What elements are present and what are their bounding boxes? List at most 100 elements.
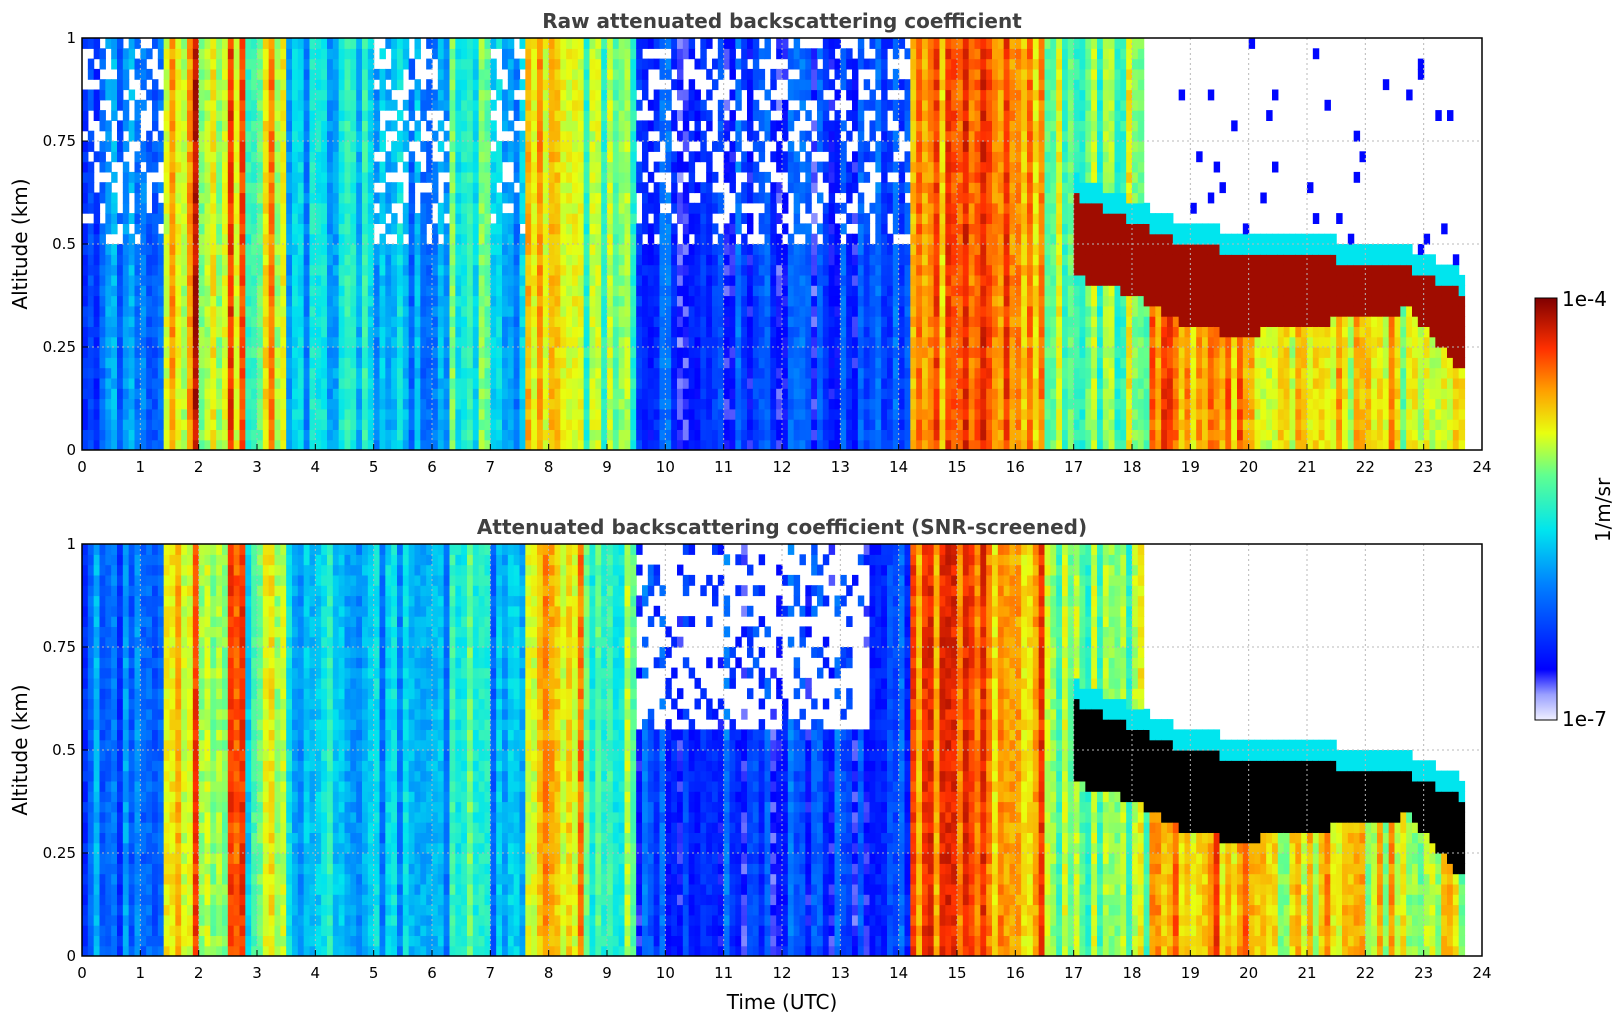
heatmap-cell — [607, 326, 614, 338]
heatmap-cell — [747, 429, 754, 441]
heatmap-cell — [169, 295, 176, 307]
heatmap-cell — [607, 58, 614, 70]
heatmap-cell — [758, 377, 766, 389]
heatmap-cell — [472, 213, 480, 224]
heatmap-cell — [589, 336, 596, 348]
heatmap-cell — [216, 79, 223, 91]
heatmap-cell — [869, 388, 876, 400]
heatmap-cell — [875, 367, 882, 379]
heatmap-cell — [350, 99, 357, 111]
heatmap-cell — [782, 130, 789, 142]
heatmap-cell — [490, 305, 497, 317]
heatmap-cell — [443, 305, 451, 317]
heatmap-cell — [857, 99, 865, 111]
heatmap-cell — [449, 68, 456, 80]
heatmap-cell — [111, 223, 118, 235]
heatmap-cell — [338, 213, 346, 224]
heatmap-cell — [321, 233, 328, 245]
heatmap-cell — [315, 285, 322, 297]
heatmap-cell — [630, 367, 637, 379]
heatmap-cell — [636, 377, 643, 389]
heatmap-cell — [280, 429, 287, 441]
heatmap-cell — [397, 316, 404, 327]
heatmap-cell — [216, 254, 223, 266]
heatmap-cell — [577, 58, 585, 70]
heatmap-cell — [274, 38, 281, 49]
heatmap-cell — [828, 202, 836, 214]
heatmap-cell — [577, 439, 585, 450]
heatmap-cell — [356, 285, 363, 297]
heatmap-cell — [239, 130, 246, 142]
heatmap-cell — [828, 161, 836, 173]
heatmap-cell — [863, 439, 871, 450]
heatmap-cell — [222, 68, 229, 80]
heatmap-cell — [752, 254, 760, 266]
heatmap-cell — [274, 58, 281, 70]
heatmap-cell — [268, 305, 276, 317]
heatmap-cell — [222, 388, 229, 400]
heatmap-cell — [776, 274, 783, 286]
heatmap-cell — [187, 244, 194, 255]
heatmap-cell — [181, 58, 188, 70]
heatmap-cell — [105, 89, 112, 101]
heatmap-cell — [187, 161, 194, 173]
heatmap-cell — [251, 295, 258, 307]
heatmap-cell — [502, 182, 509, 194]
heatmap-cell — [659, 213, 666, 224]
heatmap-cell — [717, 244, 725, 255]
heatmap-cell — [595, 285, 602, 297]
heatmap-cell — [782, 398, 789, 410]
heatmap-cell — [286, 336, 293, 348]
heatmap-cell — [163, 68, 171, 80]
heatmap-cell — [653, 89, 661, 101]
heatmap-cell — [776, 408, 783, 420]
heatmap-cell — [257, 336, 264, 348]
heatmap-cell — [93, 110, 101, 121]
heatmap-cell — [805, 79, 812, 91]
heatmap-cell — [519, 110, 526, 121]
heatmap-cell — [128, 58, 136, 70]
heatmap-cell — [828, 171, 836, 183]
heatmap-cell — [525, 58, 532, 70]
heatmap-cell — [834, 223, 841, 235]
heatmap-cell — [612, 429, 620, 441]
heatmap-cell — [677, 295, 684, 307]
heatmap-cell — [700, 213, 707, 224]
heatmap-cell — [758, 305, 766, 317]
heatmap-cell — [502, 285, 509, 297]
heatmap-cell — [245, 305, 252, 317]
heatmap-cell — [227, 79, 235, 91]
heatmap-cell — [216, 192, 223, 204]
heatmap-cell — [344, 244, 351, 255]
heatmap-cell — [822, 38, 830, 49]
heatmap-cell — [426, 120, 433, 132]
heatmap-cell — [332, 171, 340, 183]
heatmap-cell — [239, 192, 246, 204]
heatmap-cell — [817, 326, 824, 338]
heatmap-cell — [391, 439, 398, 450]
heatmap-cell — [583, 347, 591, 358]
heatmap-cell — [624, 223, 631, 235]
heatmap-cell — [572, 295, 579, 307]
heatmap-cell — [420, 305, 427, 317]
heatmap-cell — [502, 305, 509, 317]
heatmap-cell — [805, 274, 812, 286]
heatmap-cell — [601, 295, 608, 307]
heatmap-cell — [583, 285, 591, 297]
heatmap-cell — [554, 99, 561, 111]
heatmap-cell — [758, 316, 766, 327]
heatmap-cell — [93, 99, 101, 111]
heatmap-cell — [292, 419, 299, 430]
heatmap-cell — [262, 58, 270, 70]
heatmap-cell — [233, 141, 241, 152]
heatmap-cell — [268, 182, 276, 194]
heatmap-cell — [776, 161, 783, 173]
heatmap-cell — [817, 89, 824, 101]
heatmap-cell — [204, 285, 211, 297]
heatmap-cell — [222, 244, 229, 255]
heatmap-cell — [449, 161, 456, 173]
heatmap-cell — [764, 254, 771, 266]
heatmap-cell — [262, 357, 270, 369]
heatmap-cell — [612, 347, 620, 358]
heatmap-cell — [776, 48, 783, 60]
